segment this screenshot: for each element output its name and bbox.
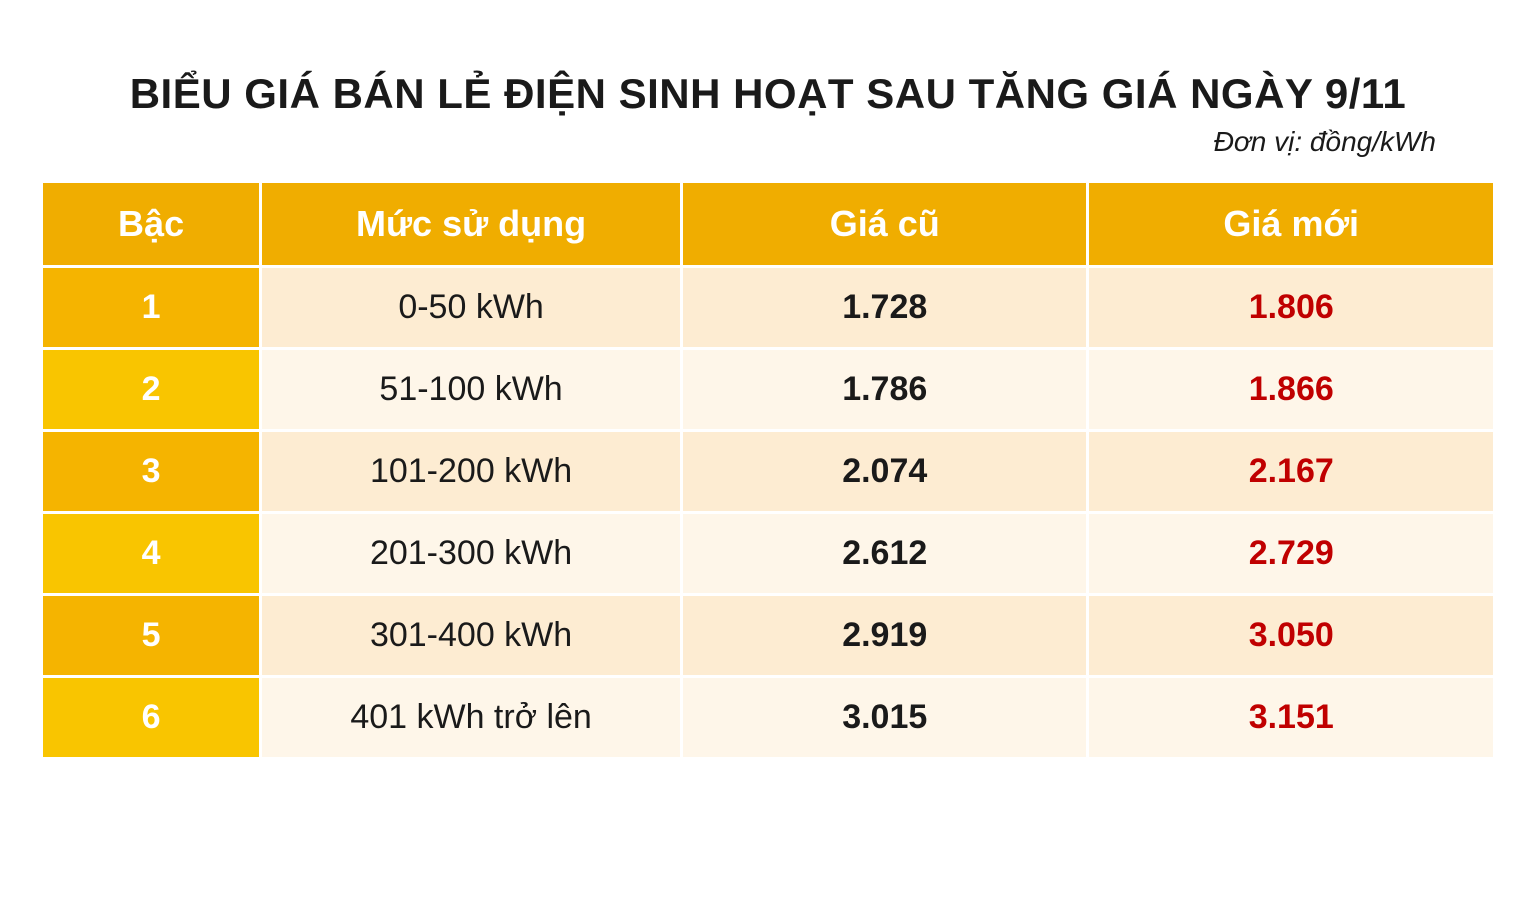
table-row: 6401 kWh trở lên3.0153.151 (43, 678, 1493, 757)
table-row: 4201-300 kWh2.6122.729 (43, 514, 1493, 593)
tier-cell: 6 (43, 678, 259, 757)
usage-cell: 401 kWh trở lên (262, 678, 680, 757)
table-row: 5301-400 kWh2.9193.050 (43, 596, 1493, 675)
old-price-cell: 1.786 (683, 350, 1086, 429)
usage-cell: 301-400 kWh (262, 596, 680, 675)
table-body: 10-50 kWh1.7281.806251-100 kWh1.7861.866… (43, 268, 1493, 757)
usage-cell: 51-100 kWh (262, 350, 680, 429)
tier-cell: 1 (43, 268, 259, 347)
old-price-cell: 1.728 (683, 268, 1086, 347)
price-table: Bậc Mức sử dụng Giá cũ Giá mới 10-50 kWh… (40, 180, 1496, 760)
tier-cell: 3 (43, 432, 259, 511)
usage-cell: 201-300 kWh (262, 514, 680, 593)
unit-subtitle: Đơn vị: đồng/kWh (40, 126, 1436, 158)
table-row: 10-50 kWh1.7281.806 (43, 268, 1493, 347)
new-price-cell: 2.167 (1089, 432, 1493, 511)
new-price-cell: 1.806 (1089, 268, 1493, 347)
tier-cell: 2 (43, 350, 259, 429)
page-container: BIỂU GIÁ BÁN LẺ ĐIỆN SINH HOẠT SAU TĂNG … (40, 70, 1496, 760)
new-price-cell: 3.151 (1089, 678, 1493, 757)
header-tier: Bậc (43, 183, 259, 265)
table-row: 251-100 kWh1.7861.866 (43, 350, 1493, 429)
header-new: Giá mới (1089, 183, 1493, 265)
new-price-cell: 2.729 (1089, 514, 1493, 593)
header-usage: Mức sử dụng (262, 183, 680, 265)
table-header-row: Bậc Mức sử dụng Giá cũ Giá mới (43, 183, 1493, 265)
usage-cell: 0-50 kWh (262, 268, 680, 347)
new-price-cell: 3.050 (1089, 596, 1493, 675)
tier-cell: 5 (43, 596, 259, 675)
header-old: Giá cũ (683, 183, 1086, 265)
usage-cell: 101-200 kWh (262, 432, 680, 511)
old-price-cell: 3.015 (683, 678, 1086, 757)
table-row: 3101-200 kWh2.0742.167 (43, 432, 1493, 511)
old-price-cell: 2.074 (683, 432, 1086, 511)
new-price-cell: 1.866 (1089, 350, 1493, 429)
old-price-cell: 2.919 (683, 596, 1086, 675)
page-title: BIỂU GIÁ BÁN LẺ ĐIỆN SINH HOẠT SAU TĂNG … (40, 70, 1496, 118)
old-price-cell: 2.612 (683, 514, 1086, 593)
tier-cell: 4 (43, 514, 259, 593)
